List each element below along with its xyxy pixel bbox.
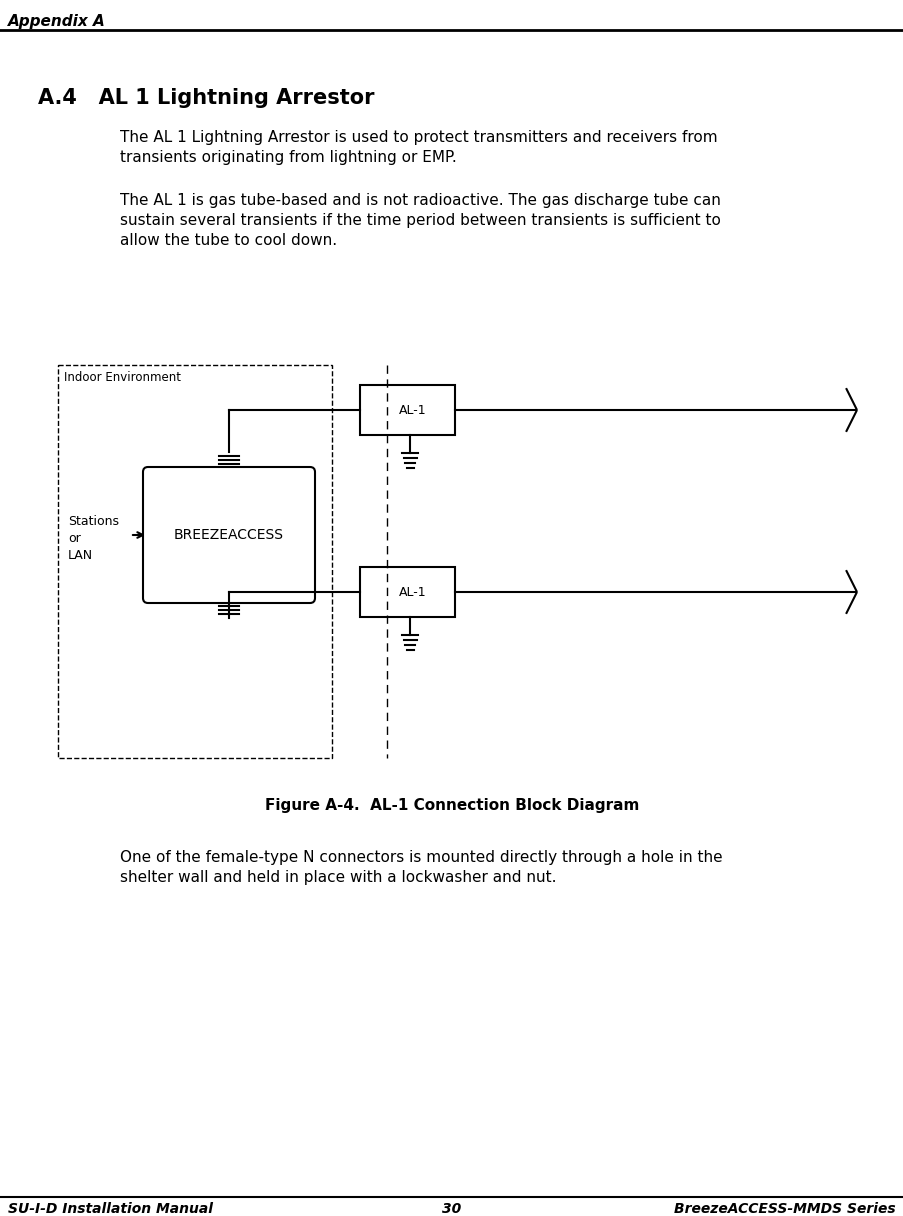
Text: The AL 1 is gas tube-based and is not radioactive. The gas discharge tube can: The AL 1 is gas tube-based and is not ra…	[120, 193, 720, 208]
Text: SU-I-D Installation Manual: SU-I-D Installation Manual	[8, 1201, 213, 1216]
Text: 30: 30	[442, 1201, 461, 1216]
Text: sustain several transients if the time period between transients is sufficient t: sustain several transients if the time p…	[120, 213, 720, 229]
Text: A.4   AL 1 Lightning Arrestor: A.4 AL 1 Lightning Arrestor	[38, 88, 374, 108]
Text: One of the female-type N connectors is mounted directly through a hole in the: One of the female-type N connectors is m…	[120, 850, 721, 865]
Text: Appendix A: Appendix A	[8, 15, 106, 29]
Bar	[359, 385, 454, 435]
Bar	[359, 567, 454, 617]
Text: Stations
or
LAN: Stations or LAN	[68, 516, 119, 562]
Text: allow the tube to cool down.: allow the tube to cool down.	[120, 233, 337, 248]
Text: BREEZEACCESS: BREEZEACCESS	[173, 528, 284, 542]
Text: shelter wall and held in place with a lockwasher and nut.: shelter wall and held in place with a lo…	[120, 869, 556, 885]
Text: Indoor Environment: Indoor Environment	[64, 371, 181, 384]
Text: AL-1: AL-1	[398, 404, 426, 417]
Text: BreezeACCESS-MMDS Series: BreezeACCESS-MMDS Series	[674, 1201, 895, 1216]
Text: Figure A-4.  AL-1 Connection Block Diagram: Figure A-4. AL-1 Connection Block Diagra…	[265, 798, 638, 814]
Text: The AL 1 Lightning Arrestor is used to protect transmitters and receivers from: The AL 1 Lightning Arrestor is used to p…	[120, 130, 717, 145]
Text: transients originating from lightning or EMP.: transients originating from lightning or…	[120, 150, 456, 165]
Text: AL-1: AL-1	[398, 585, 426, 598]
